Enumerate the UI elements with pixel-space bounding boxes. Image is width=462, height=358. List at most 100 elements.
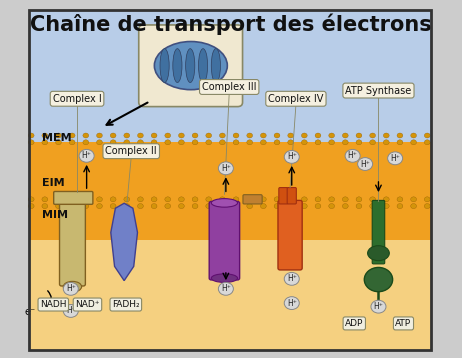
Circle shape (342, 204, 348, 209)
Ellipse shape (211, 274, 237, 282)
Circle shape (42, 197, 48, 202)
Circle shape (383, 133, 389, 138)
FancyBboxPatch shape (209, 202, 240, 280)
Circle shape (165, 197, 170, 202)
Text: H⁺: H⁺ (82, 151, 91, 160)
Text: MIM: MIM (42, 210, 67, 220)
Circle shape (63, 282, 78, 295)
Circle shape (424, 197, 430, 202)
Circle shape (261, 140, 266, 145)
Circle shape (192, 133, 198, 138)
Circle shape (110, 133, 116, 138)
Circle shape (233, 140, 239, 145)
Circle shape (329, 197, 334, 202)
Text: H⁺: H⁺ (373, 302, 383, 311)
Circle shape (388, 152, 403, 165)
Circle shape (315, 140, 321, 145)
FancyBboxPatch shape (287, 188, 296, 204)
Circle shape (342, 197, 348, 202)
Circle shape (124, 133, 130, 138)
Circle shape (315, 133, 321, 138)
Circle shape (301, 204, 307, 209)
Circle shape (301, 197, 307, 202)
Circle shape (151, 204, 157, 209)
Text: H⁺: H⁺ (390, 154, 400, 163)
Circle shape (219, 282, 233, 295)
Circle shape (55, 197, 61, 202)
Text: ADP: ADP (345, 319, 364, 328)
Circle shape (397, 140, 403, 145)
Text: H⁺: H⁺ (221, 164, 231, 173)
Circle shape (247, 140, 253, 145)
Circle shape (356, 197, 362, 202)
Circle shape (178, 197, 184, 202)
Circle shape (151, 133, 157, 138)
Circle shape (42, 140, 48, 145)
Circle shape (83, 140, 89, 145)
Circle shape (345, 149, 360, 162)
Circle shape (165, 140, 170, 145)
Circle shape (261, 133, 266, 138)
Ellipse shape (365, 267, 393, 292)
Circle shape (69, 133, 75, 138)
Circle shape (124, 204, 130, 209)
Circle shape (28, 133, 34, 138)
Circle shape (301, 140, 307, 145)
Text: H⁺: H⁺ (66, 306, 76, 315)
Circle shape (151, 197, 157, 202)
Circle shape (206, 133, 212, 138)
Circle shape (83, 133, 89, 138)
FancyBboxPatch shape (29, 141, 432, 240)
Circle shape (358, 158, 373, 170)
Circle shape (55, 204, 61, 209)
Circle shape (233, 133, 239, 138)
Circle shape (219, 140, 225, 145)
FancyBboxPatch shape (54, 192, 93, 204)
Circle shape (329, 204, 334, 209)
Circle shape (192, 140, 198, 145)
Ellipse shape (368, 246, 389, 261)
Circle shape (178, 140, 184, 145)
Circle shape (97, 140, 103, 145)
Circle shape (288, 140, 293, 145)
Circle shape (274, 140, 280, 145)
Circle shape (69, 197, 75, 202)
Circle shape (370, 197, 376, 202)
FancyArrowPatch shape (48, 291, 51, 305)
Circle shape (219, 162, 233, 175)
FancyBboxPatch shape (29, 11, 432, 141)
Circle shape (192, 197, 198, 202)
Circle shape (206, 204, 212, 209)
Circle shape (356, 140, 362, 145)
Circle shape (138, 140, 143, 145)
FancyBboxPatch shape (279, 188, 288, 204)
Circle shape (247, 197, 253, 202)
Ellipse shape (211, 199, 237, 207)
Circle shape (424, 140, 430, 145)
Circle shape (69, 140, 75, 145)
Circle shape (97, 197, 103, 202)
Circle shape (342, 133, 348, 138)
Circle shape (411, 204, 417, 209)
Ellipse shape (154, 42, 227, 90)
Text: H⁺: H⁺ (348, 151, 358, 160)
Circle shape (83, 204, 89, 209)
Ellipse shape (211, 49, 220, 83)
Circle shape (219, 197, 225, 202)
Circle shape (383, 204, 389, 209)
Circle shape (178, 133, 184, 138)
Circle shape (274, 133, 280, 138)
Ellipse shape (173, 49, 182, 83)
Circle shape (110, 204, 116, 209)
Circle shape (370, 204, 376, 209)
Circle shape (288, 204, 293, 209)
Circle shape (28, 197, 34, 202)
Circle shape (55, 140, 61, 145)
FancyBboxPatch shape (372, 200, 385, 264)
Circle shape (315, 204, 321, 209)
Circle shape (315, 197, 321, 202)
Circle shape (178, 204, 184, 209)
Circle shape (370, 140, 376, 145)
Text: H⁺: H⁺ (221, 284, 231, 293)
Circle shape (233, 204, 239, 209)
